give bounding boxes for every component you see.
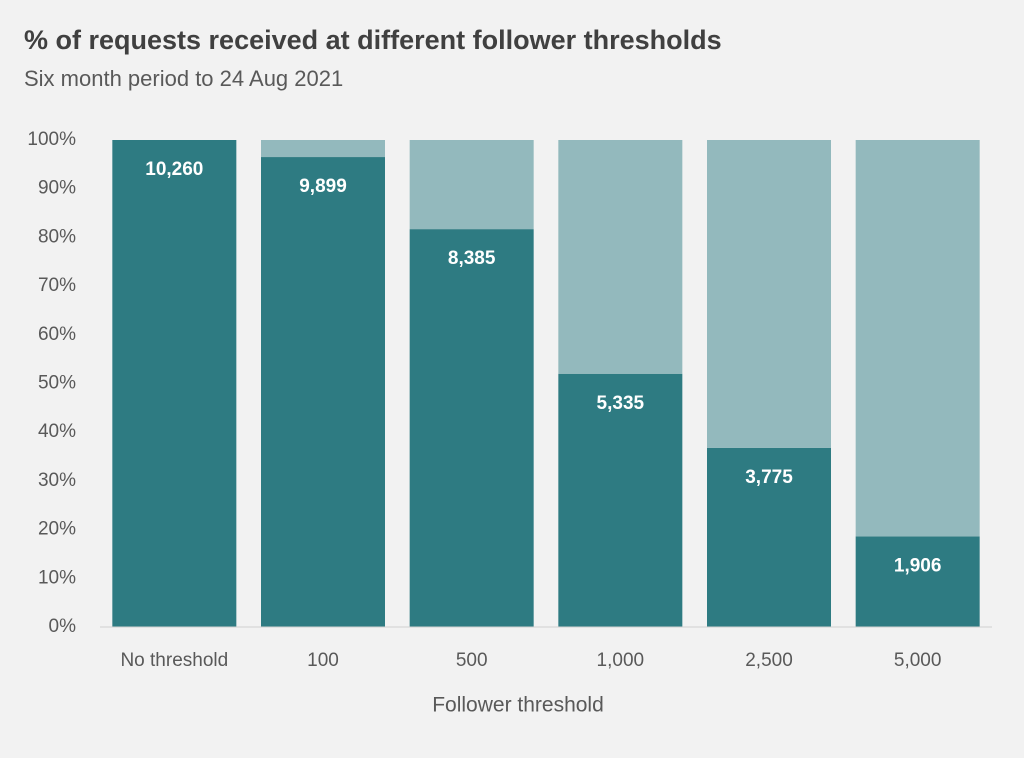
bar-segment: [558, 373, 683, 627]
bar-segment: [409, 229, 534, 627]
data-label: 8,385: [448, 248, 496, 269]
y-tick-label: 30%: [38, 470, 76, 491]
x-tick-label: 2,500: [745, 650, 793, 671]
x-tick-label: No threshold: [120, 650, 228, 671]
y-tick-label: 50%: [38, 373, 76, 394]
x-tick-label: 100: [307, 650, 339, 671]
bar-segment: [707, 140, 831, 448]
data-label: 3,775: [745, 467, 793, 488]
data-label: 1,906: [894, 555, 942, 576]
bar-segment: [707, 447, 831, 627]
y-tick-label: 40%: [38, 421, 76, 442]
data-label: 9,899: [299, 176, 347, 197]
bar-segment: [855, 140, 980, 537]
x-axis-label: Follower threshold: [432, 694, 604, 717]
y-tick-label: 10%: [38, 567, 76, 588]
x-tick-label: 5,000: [894, 650, 942, 671]
y-tick-label: 100%: [27, 129, 76, 150]
chart-title: % of requests received at different foll…: [24, 25, 722, 55]
bar-segment: [261, 140, 385, 158]
bar-segment: [855, 536, 980, 627]
chart-subtitle: Six month period to 24 Aug 2021: [24, 66, 343, 91]
y-tick-label: 90%: [38, 178, 76, 199]
data-label: 10,260: [145, 159, 203, 180]
y-tick-label: 60%: [38, 324, 76, 345]
y-tick-label: 80%: [38, 226, 76, 247]
y-tick-label: 70%: [38, 275, 76, 296]
y-tick-label: 20%: [38, 519, 76, 540]
data-label: 5,335: [597, 393, 645, 414]
x-tick-label: 500: [456, 650, 488, 671]
bar-segment: [409, 140, 534, 230]
y-tick-label: 0%: [49, 616, 77, 637]
bar-segment: [558, 140, 683, 374]
bar-segment: [112, 140, 237, 627]
x-tick-label: 1,000: [597, 650, 645, 671]
bar-segment: [261, 157, 385, 628]
